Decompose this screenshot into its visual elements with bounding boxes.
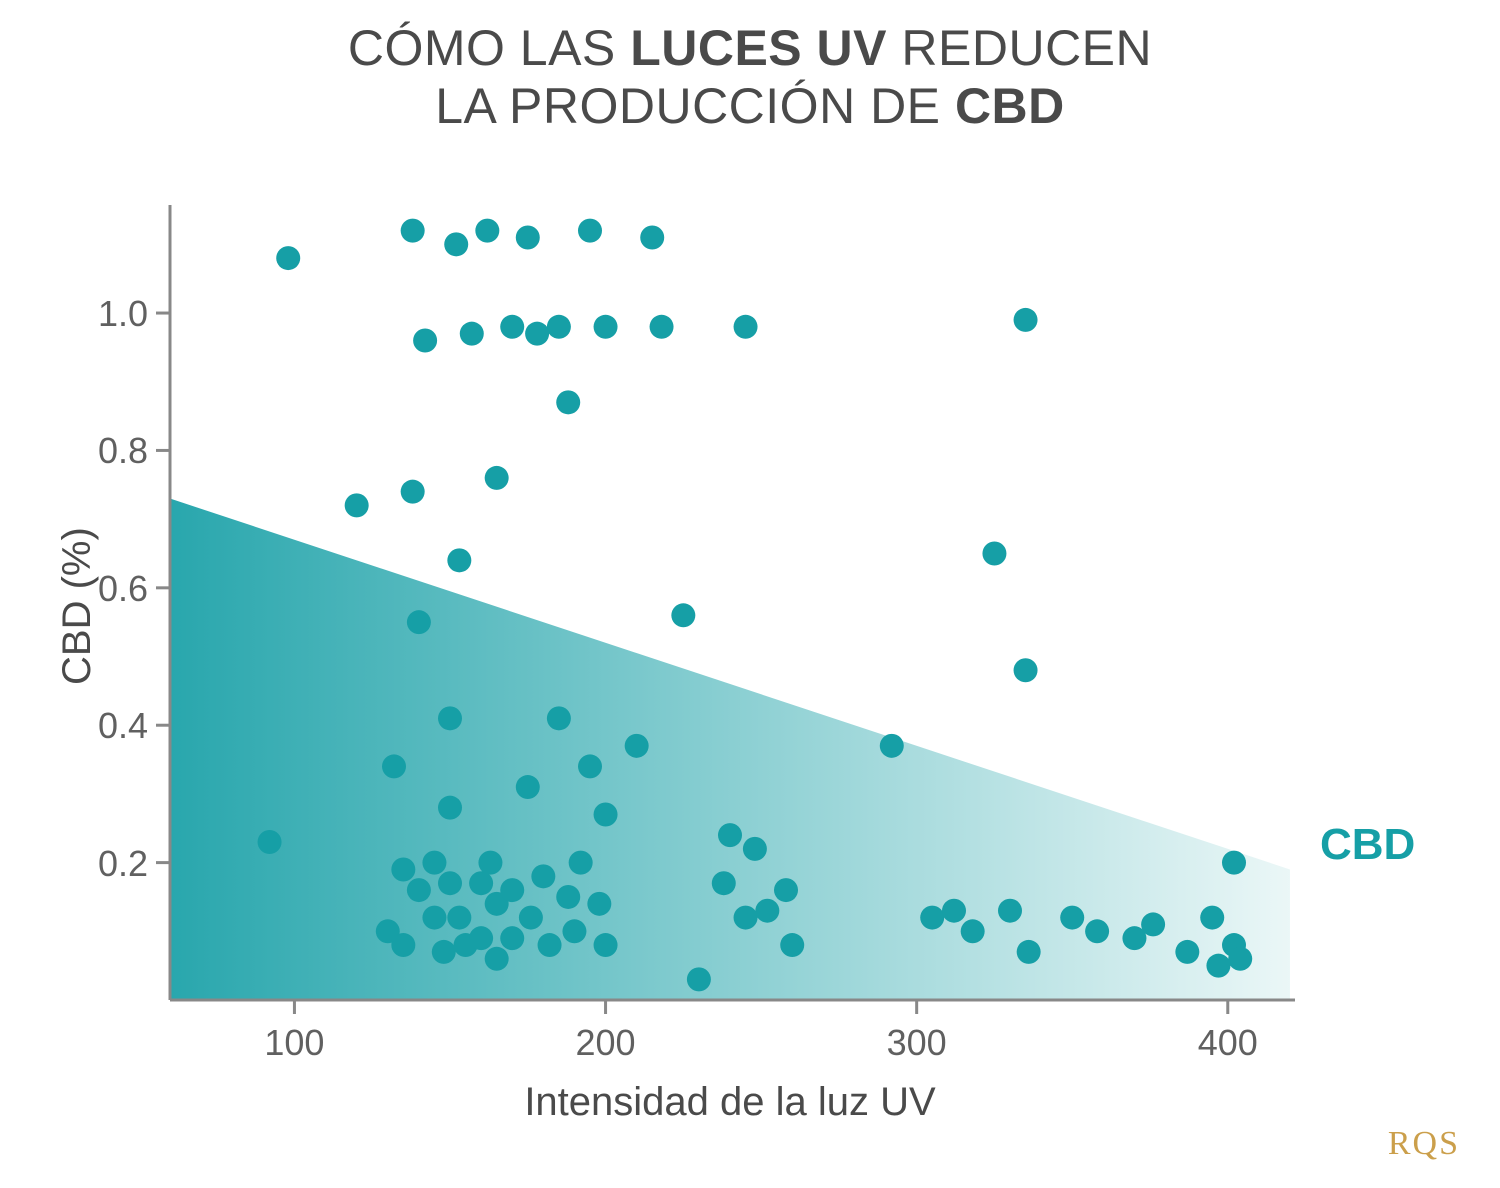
- x-tick: 300: [877, 1022, 957, 1064]
- y-tick: 0.2: [98, 843, 148, 885]
- y-tick: 1.0: [98, 293, 148, 335]
- y-tick: 0.8: [98, 430, 148, 472]
- trend-area: [170, 499, 1290, 1000]
- scatter-plot: [0, 0, 1500, 1188]
- y-tick: 0.6: [98, 568, 148, 610]
- x-tick: 400: [1188, 1022, 1268, 1064]
- x-tick: 100: [254, 1022, 334, 1064]
- x-tick: 200: [566, 1022, 646, 1064]
- chart-canvas: { "title": { "line1_parts": [ {"text": "…: [0, 0, 1500, 1188]
- y-tick: 0.4: [98, 705, 148, 747]
